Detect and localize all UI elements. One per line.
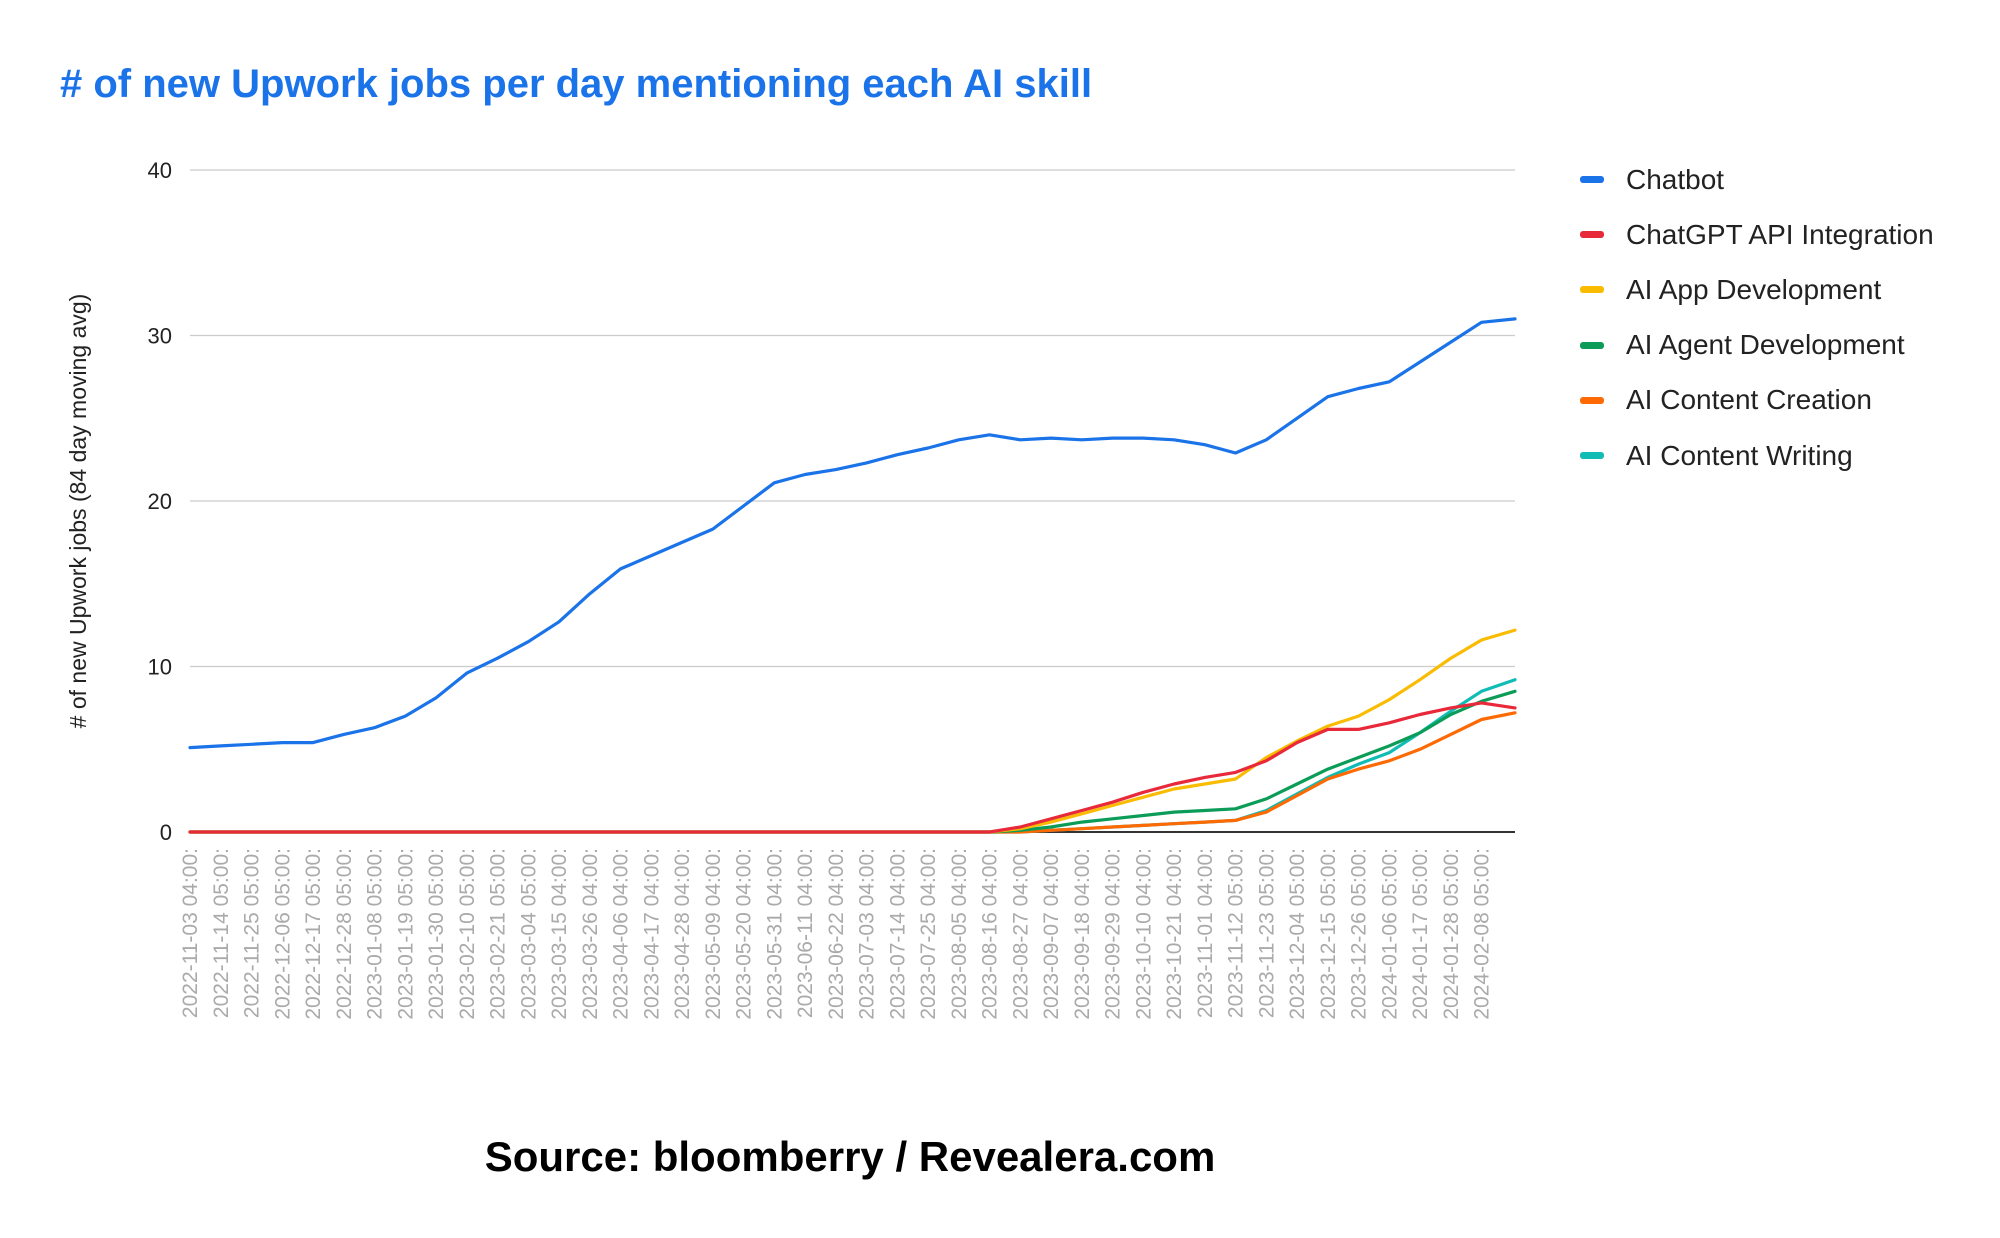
x-tick-label: 2023-01-30 05:00:: [425, 848, 448, 1020]
y-tick-label: 0: [160, 820, 172, 845]
x-tick-label: 2023-10-21 04:00:: [1163, 848, 1186, 1020]
legend-item: Chatbot: [1580, 152, 1934, 207]
legend-swatch: [1580, 452, 1604, 460]
source-note: Source: bloomberry / Revealera.com: [484, 1133, 1216, 1180]
x-tick-label: 2022-11-03 04:00:: [179, 848, 202, 1018]
x-tick-label: 2023-06-11 04:00:: [794, 848, 817, 1018]
x-tick-label: 2024-01-06 05:00:: [1378, 848, 1401, 1020]
legend-swatch: [1580, 176, 1604, 184]
x-tick-label: 2024-02-08 05:00:: [1471, 848, 1494, 1020]
x-tick-label: 2023-03-15 04:00:: [548, 848, 571, 1020]
legend-swatch: [1580, 341, 1604, 349]
legend-swatch: [1580, 396, 1604, 404]
x-tick-label: 2023-07-25 04:00:: [917, 848, 940, 1020]
x-tick-label: 2024-01-28 05:00:: [1440, 848, 1463, 1020]
legend-label: AI Agent Development: [1626, 329, 1905, 361]
chart-legend: Chatbot ChatGPT API Integration AI App Dev…: [1580, 152, 1934, 483]
x-tick-label: 2023-06-22 04:00:: [825, 848, 848, 1020]
x-tick-label: 2023-12-04 05:00:: [1286, 848, 1309, 1020]
x-tick-label: 2023-11-12 05:00:: [1225, 848, 1248, 1018]
y-tick-label: 30: [148, 324, 172, 349]
x-tick-label: 2022-12-28 05:00:: [333, 848, 356, 1020]
x-tick-label: 2022-12-17 05:00:: [302, 848, 325, 1020]
x-tick-label: 2023-03-26 04:00:: [579, 848, 602, 1020]
line-chart: 0 10 20 30 40 2022-11-03 04:00: 2022-11-14 05…: [65, 158, 1517, 1020]
x-tick-label: 2022-11-25 05:00:: [241, 848, 264, 1018]
x-tick-label: 2023-04-17 04:00:: [640, 848, 663, 1020]
series-line-chatgpt-api-integration: [188, 701, 1517, 834]
x-tick-label: 2022-12-06 05:00:: [271, 848, 294, 1020]
legend-label: AI Content Writing: [1626, 439, 1853, 471]
series-lines: [188, 317, 1517, 834]
series-line-chatbot: [188, 317, 1517, 750]
x-tick-label: 2023-01-19 05:00:: [394, 848, 417, 1020]
chart-title: # of new Upwork jobs per day mentioning …: [60, 62, 1093, 106]
x-tick-label: 2023-10-10 04:00:: [1132, 848, 1155, 1020]
series-line-ai-content-writing: [188, 678, 1517, 834]
x-tick-label: 2023-07-03 04:00:: [856, 848, 879, 1020]
x-axis-ticks: 2022-11-03 04:00: 2022-11-14 05:00: 2022-1…: [179, 848, 1494, 1020]
series-line-ai-agent-development: [188, 689, 1517, 834]
x-tick-label: 2023-03-04 05:00:: [517, 848, 540, 1020]
y-tick-label: 20: [148, 489, 172, 514]
y-axis-label: # of new Upwork jobs (84 day moving avg): [65, 294, 91, 729]
x-tick-label: 2023-09-18 04:00:: [1071, 848, 1094, 1020]
legend-label: AI App Development: [1626, 273, 1882, 305]
legend-label: AI Content Creation: [1626, 384, 1872, 416]
x-tick-label: 2023-08-05 04:00:: [948, 848, 971, 1020]
x-tick-label: 2023-09-29 04:00:: [1102, 848, 1125, 1020]
legend-label: ChatGPT API Integration: [1626, 218, 1934, 250]
x-tick-label: 2023-08-16 04:00:: [979, 848, 1002, 1020]
x-tick-label: 2023-12-26 05:00:: [1348, 848, 1371, 1020]
x-tick-label: 2023-07-14 04:00:: [886, 848, 909, 1020]
x-tick-label: 2023-05-20 04:00:: [733, 848, 756, 1020]
x-tick-label: 2023-08-27 04:00:: [1009, 848, 1032, 1020]
x-tick-label: 2023-04-28 04:00:: [671, 848, 694, 1020]
y-axis-ticks: 0 10 20 30 40: [148, 158, 172, 845]
x-tick-label: 2023-12-15 05:00:: [1317, 848, 1340, 1020]
x-tick-label: 2023-05-31 04:00:: [763, 848, 786, 1020]
x-tick-label: 2023-09-07 04:00:: [1040, 848, 1063, 1020]
legend-swatch: [1580, 231, 1604, 239]
legend-swatch: [1580, 286, 1604, 294]
x-tick-label: 2023-01-08 05:00:: [364, 848, 387, 1020]
x-tick-label: 2022-11-14 05:00:: [210, 848, 233, 1018]
y-tick-label: 10: [148, 655, 172, 680]
x-tick-label: 2023-11-01 04:00:: [1194, 848, 1217, 1018]
x-tick-label: 2023-11-23 05:00:: [1255, 848, 1278, 1018]
x-tick-label: 2024-01-17 05:00:: [1409, 848, 1432, 1020]
x-tick-label: 2023-05-09 04:00:: [702, 848, 725, 1020]
x-tick-label: 2023-02-10 05:00:: [456, 848, 479, 1020]
series-line-ai-app-development: [188, 628, 1517, 834]
legend-label: Chatbot: [1626, 163, 1725, 195]
legend-item: AI Agent Development: [1580, 318, 1934, 373]
legend-item: AI Content Creation: [1580, 373, 1934, 428]
legend-item: AI App Development: [1580, 262, 1934, 317]
legend-item: ChatGPT API Integration: [1580, 207, 1934, 262]
x-tick-label: 2023-04-06 04:00:: [610, 848, 633, 1020]
legend-item: AI Content Writing: [1580, 428, 1934, 483]
y-tick-label: 40: [148, 158, 172, 183]
x-tick-label: 2023-02-21 05:00:: [487, 848, 510, 1020]
